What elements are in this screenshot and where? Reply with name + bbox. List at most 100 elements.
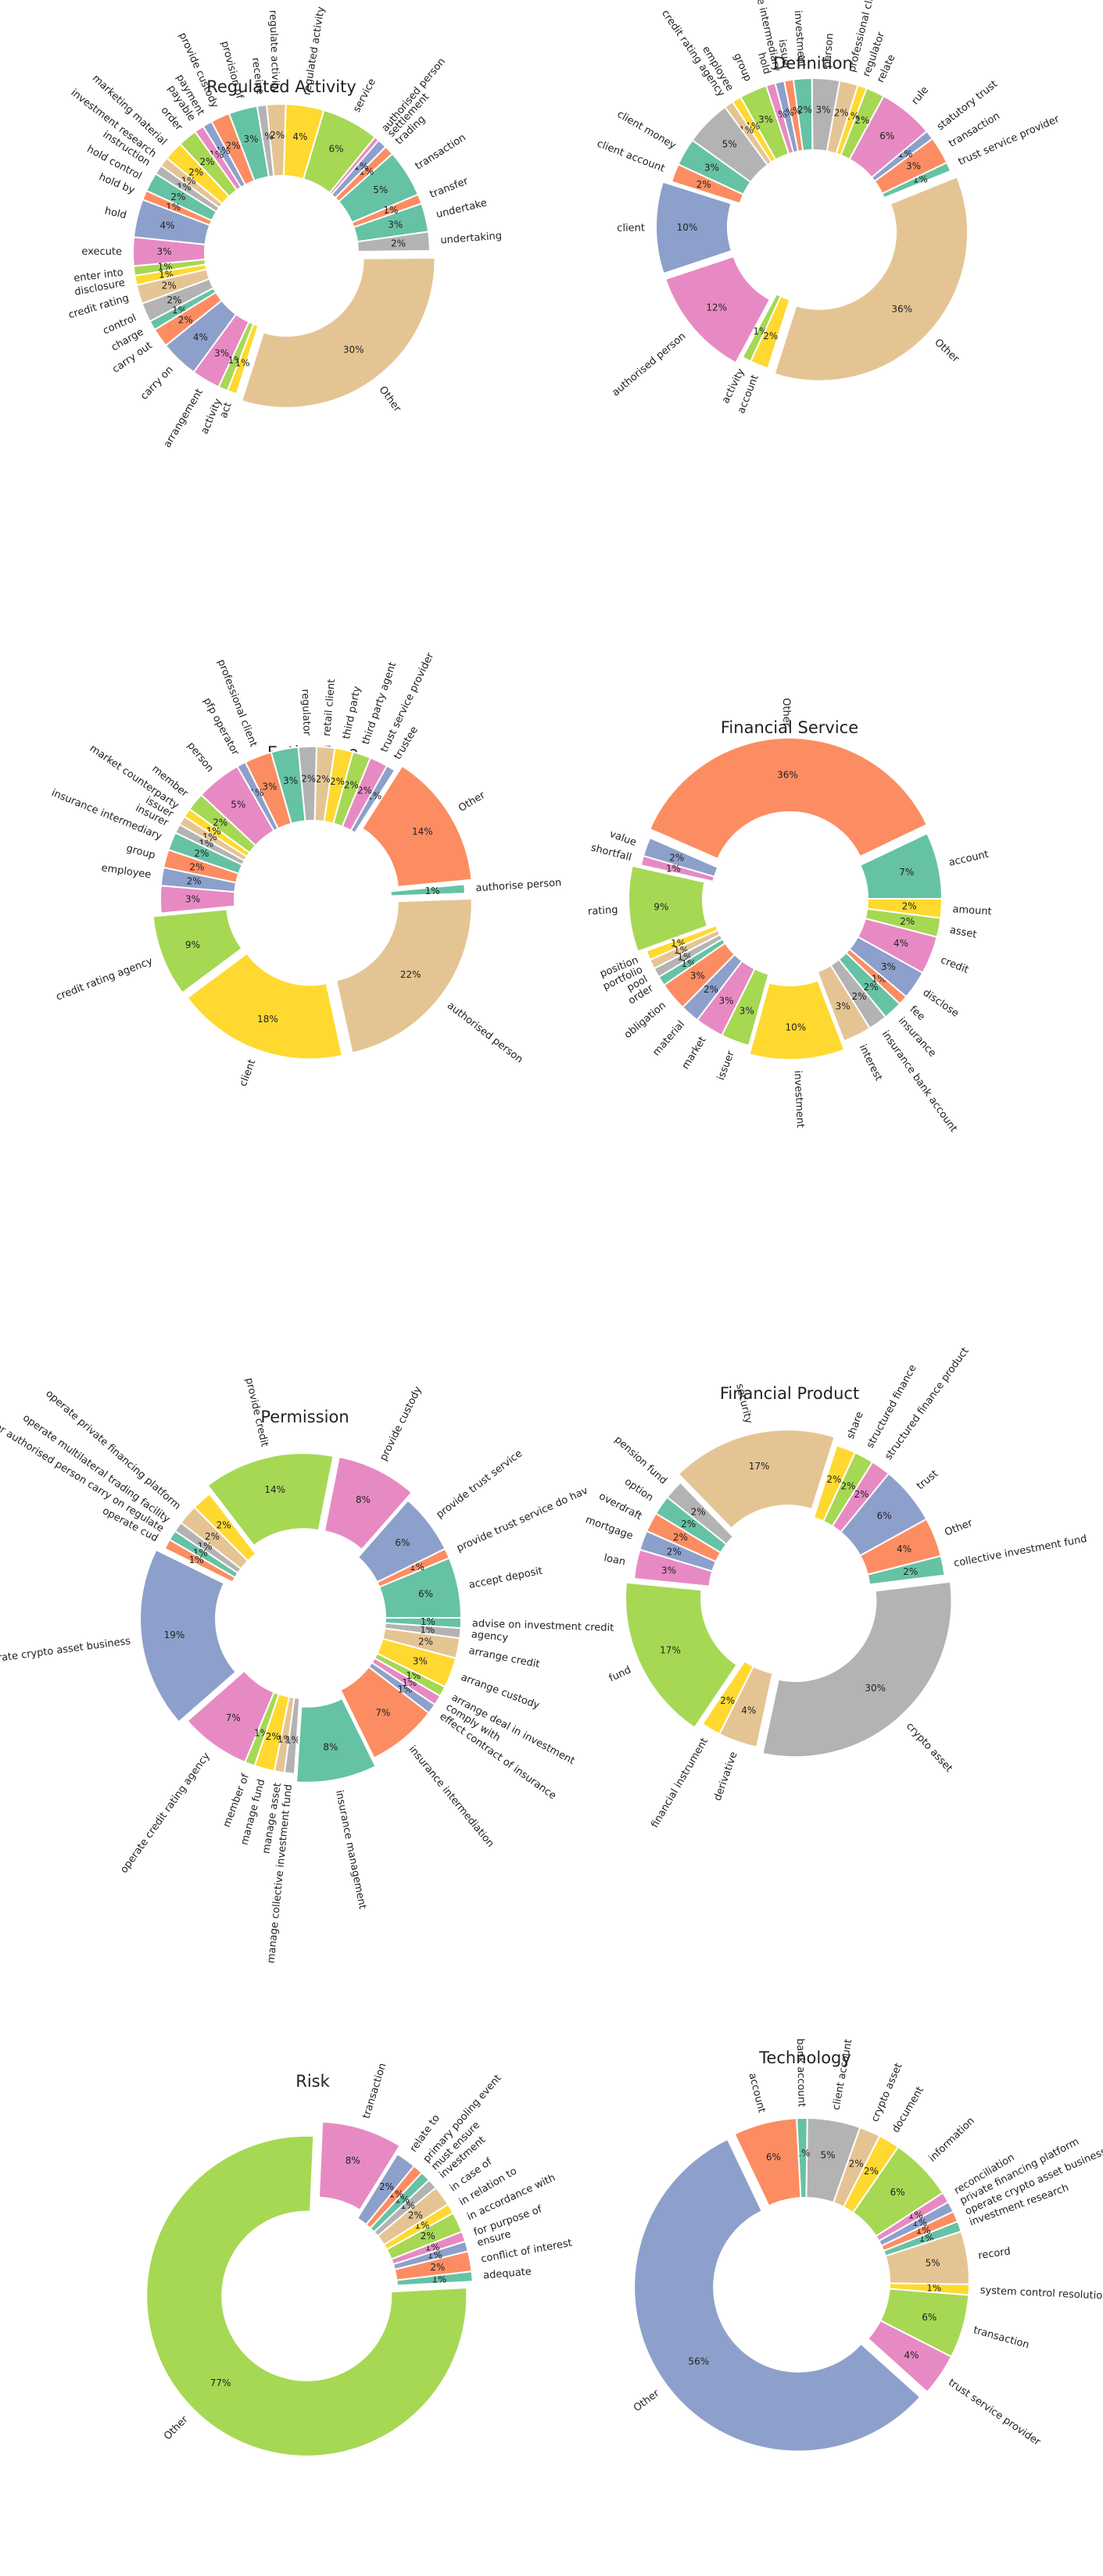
slice-percent: 1% <box>383 205 398 216</box>
slice-label: share <box>845 1410 866 1440</box>
slice-percent: 2% <box>849 2158 864 2169</box>
slice-execute: 3% execute <box>81 236 206 267</box>
slice-label: Other <box>632 2388 662 2414</box>
chart-title: Technology <box>758 2048 851 2067</box>
slice-label: client <box>238 1058 259 1089</box>
slice-percent: 3% <box>214 348 229 359</box>
slice-wedge <box>389 883 466 897</box>
slice-label: provide trust service do hav <box>455 1485 590 1555</box>
slice-label: client account <box>595 138 666 175</box>
slice-wedge <box>858 832 944 900</box>
slice-percent: 2% <box>826 1474 841 1485</box>
slice-wedge <box>721 968 770 1047</box>
slice-wedge <box>748 979 846 1061</box>
slice-label: account <box>746 2072 767 2114</box>
slice-percent: 10% <box>785 1021 806 1032</box>
slice-label: trust <box>915 1468 940 1492</box>
slice-percent: 3% <box>690 971 705 982</box>
slice-other: 36% Other <box>773 175 969 382</box>
slice-label: obligation <box>622 1000 668 1041</box>
slice-label: credit rating agency <box>55 955 155 1003</box>
slice-receive: 1%receive <box>249 57 275 178</box>
slice-percent: 2% <box>178 314 193 325</box>
slice-label: adequate <box>483 2266 532 2281</box>
slice-label: accept deposit <box>468 1565 544 1591</box>
slice-percent: 7% <box>375 1708 390 1719</box>
slice-percent: 2% <box>697 179 711 190</box>
slice-label: financial instrument <box>649 1736 711 1830</box>
slice-label: operate crypto asset business <box>0 1635 131 1666</box>
slice-label: bank account <box>794 2038 808 2107</box>
slice-percent: 5% <box>926 2257 940 2268</box>
slice-percent: 1% <box>425 886 440 896</box>
slice-percent: 2% <box>673 1532 688 1543</box>
slice-wedge <box>317 2120 401 2212</box>
slice-percent: 3% <box>388 220 403 231</box>
donut-chart-permission: Permission 6% accept deposit 1% provide trus… <box>0 1370 614 1964</box>
slice-percent: 2% <box>379 2181 394 2192</box>
slice-hold: 4% hold <box>103 199 211 246</box>
slice-wedge <box>159 885 236 914</box>
slice-wedge <box>295 1697 377 1784</box>
slice-percent: 3% <box>185 894 200 905</box>
slice-label: person <box>184 740 215 775</box>
slice-percent: 2% <box>669 852 684 863</box>
slice-authorised-person: 22% authorised person <box>335 897 525 1066</box>
slice-wedge <box>206 1452 335 1547</box>
slice-label: undertake <box>435 197 489 220</box>
slice-percent: 2% <box>170 191 185 202</box>
slice-wedge <box>632 1548 714 1587</box>
chart-title: Definition <box>773 54 853 73</box>
slice-percent: 30% <box>865 1683 886 1694</box>
slice-label: system control resolution pack <box>979 2284 1103 2303</box>
slice-label: issuer <box>715 1049 737 1082</box>
slice-label: insurance intermediation <box>406 1744 496 1850</box>
slice-percent: 2% <box>301 774 316 785</box>
slice-percent: 2% <box>266 1731 281 1742</box>
slice-percent: 17% <box>660 1645 681 1656</box>
slice-percent: 9% <box>185 939 200 950</box>
slice-percent: 2% <box>187 876 202 887</box>
slice-label: Other <box>780 698 793 728</box>
slice-label: trust service provider <box>946 2377 1043 2449</box>
slice-label: issuer <box>775 38 792 70</box>
slice-label: authorised person <box>610 331 688 399</box>
slice-label: client <box>617 223 645 234</box>
slice-retail-client: 2% retail client <box>313 678 338 823</box>
slice-percent: 5% <box>722 139 737 150</box>
slice-label: market <box>680 1035 709 1072</box>
slice-percent: 1% <box>420 1624 435 1635</box>
slice-authorised-person: 12% authorised person <box>610 255 772 399</box>
chart-title: Risk <box>295 2072 330 2091</box>
slice-wedge <box>350 193 423 228</box>
slice-percent: 14% <box>264 1484 285 1495</box>
chart-title: Financial Service <box>721 718 858 737</box>
slice-wedge <box>356 1499 446 1583</box>
slice-percent: 2% <box>226 140 241 151</box>
slice-wedge <box>145 2134 468 2457</box>
slice-loan: 3% loan <box>603 1548 714 1587</box>
slice-label: transaction <box>360 2062 389 2120</box>
slice-wedge <box>639 854 716 883</box>
slice-label: third party <box>341 685 363 740</box>
slice-wedge <box>718 1665 774 1748</box>
slice-percent: 6% <box>766 2152 781 2163</box>
slice-regulate-activity: 2% regulate activity <box>265 10 287 177</box>
slice-percent: 2% <box>217 1520 231 1531</box>
slice-label: transfer <box>428 175 471 201</box>
chart-title: Permission <box>260 1408 349 1426</box>
slice-percent: 2% <box>681 1519 696 1530</box>
slice-wedge <box>335 897 473 1054</box>
slice-percent: 1% <box>285 1735 300 1746</box>
slice-label: transaction <box>972 2324 1030 2351</box>
slice-percent: 5% <box>820 2150 835 2161</box>
slice-wedge <box>240 256 436 409</box>
slice-percent: 2% <box>316 774 331 785</box>
donut-chart-financial-service: Financial Service 7% account 36% Other 2% valu… <box>588 698 993 1135</box>
slice-label: arrange credit <box>467 1645 540 1671</box>
slice-percent: 4% <box>160 220 175 231</box>
slice-percent: 3% <box>740 1005 754 1016</box>
